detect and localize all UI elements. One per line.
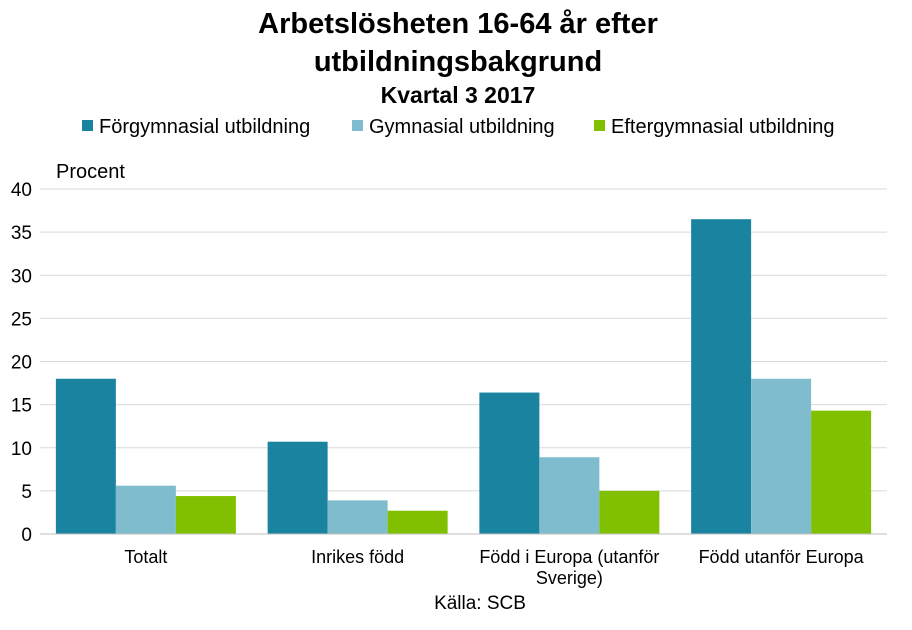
gridlines xyxy=(40,188,887,492)
bar-3-1 xyxy=(175,496,236,534)
legend-swatch-3 xyxy=(594,120,605,131)
y-tick-label: 25 xyxy=(11,309,32,330)
bar-2-3 xyxy=(539,457,600,534)
y-tick-label: 35 xyxy=(11,223,32,244)
y-tick-label: 5 xyxy=(21,482,32,503)
bar-1-2 xyxy=(267,441,328,534)
legend-label-3: Eftergymnasial utbildning xyxy=(611,116,834,138)
bars xyxy=(55,219,872,534)
legend-swatch-1 xyxy=(82,120,93,131)
category-label: Totalt xyxy=(124,547,167,567)
bar-2-4 xyxy=(751,378,812,534)
legend-swatch-2 xyxy=(352,120,363,131)
chart-title: Arbetslösheten 16-64 år efter utbildning… xyxy=(258,8,658,78)
y-tick-label: 20 xyxy=(11,353,32,374)
bar-1-3 xyxy=(479,392,540,534)
chart-subtitle: Kvartal 3 2017 xyxy=(381,82,536,108)
y-axis-ticks: 0 5 10 15 20 25 30 35 40 xyxy=(11,180,32,546)
y-tick-label: 10 xyxy=(11,439,32,460)
y-axis-label: Procent xyxy=(56,161,125,183)
category-labels: Totalt Inrikes född Född i Europa (utanför… xyxy=(124,547,864,588)
chart-title-line-1: Arbetslösheten 16-64 år efter xyxy=(258,8,658,40)
chart-title-line-2: utbildningsbakgrund xyxy=(314,46,602,78)
category-label: Född utanför Europa xyxy=(699,547,865,567)
bar-2-2 xyxy=(327,500,388,534)
y-tick-label: 40 xyxy=(11,180,32,201)
source-note: Källa: SCB xyxy=(434,593,526,614)
bar-3-4 xyxy=(811,410,872,534)
y-tick-label: 15 xyxy=(11,396,32,417)
y-tick-label: 30 xyxy=(11,266,32,287)
legend-label-1: Förgymnasial utbildning xyxy=(99,116,310,138)
legend-label-2: Gymnasial utbildning xyxy=(369,116,555,138)
category-label: Inrikes född xyxy=(311,547,404,567)
bar-1-4 xyxy=(691,219,752,534)
bar-2-1 xyxy=(115,485,176,534)
legend: Förgymnasial utbildning Gymnasial utbildn… xyxy=(82,116,834,138)
bar-1-1 xyxy=(55,378,116,534)
y-tick-label: 0 xyxy=(21,525,32,546)
bar-3-2 xyxy=(387,510,448,534)
bar-3-3 xyxy=(599,490,660,534)
category-label: Född i Europa (utanför xyxy=(479,547,659,567)
category-label: Sverige) xyxy=(536,568,603,588)
